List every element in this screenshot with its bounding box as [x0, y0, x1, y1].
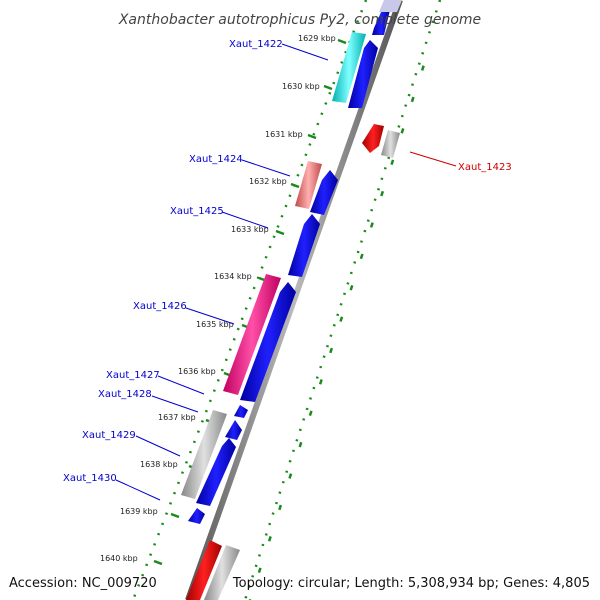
leader-line-1425: [221, 211, 269, 229]
feature-block-1422[interactable]: [332, 32, 366, 103]
gene-label-1428[interactable]: Xaut_1428: [98, 389, 152, 400]
tick-label: 1633 kbp: [231, 225, 269, 234]
accession-label: Accession: NC_009720: [9, 576, 157, 591]
feature-block-bottom-gray[interactable]: [204, 545, 240, 600]
topology-label: Topology: circular; Length: 5,308,934 bp…: [232, 576, 590, 591]
leader-line-1429: [135, 435, 181, 457]
leader-line-1424: [241, 159, 291, 177]
tick-label: 1635 kbp: [196, 320, 234, 329]
gc-content-guide: [248, 39, 434, 600]
genome-backbone: [185, 0, 403, 600]
tick-label: 1630 kbp: [282, 82, 320, 91]
gene-label-1430[interactable]: Xaut_1430: [63, 473, 117, 484]
gene-label-1422[interactable]: Xaut_1422: [229, 39, 283, 50]
cds-arrow-1426[interactable]: [240, 282, 296, 402]
leader-line-1427: [157, 375, 205, 395]
feature-block-1423[interactable]: [381, 130, 400, 158]
gene-label-1427[interactable]: Xaut_1427: [106, 370, 160, 381]
gc-skew-guide-inner: [131, 0, 368, 600]
cds-arrow-1427[interactable]: [234, 405, 248, 418]
gene-label-1424[interactable]: Xaut_1424: [189, 154, 243, 165]
tick-label: 1638 kbp: [140, 460, 178, 469]
feature-block-1426[interactable]: [223, 274, 281, 395]
cds-arrow-1423[interactable]: [362, 124, 384, 153]
leader-line-1422: [281, 43, 329, 61]
map-title: Xanthobacter autotrophicus Py2, complete…: [118, 12, 481, 28]
tick-label: 1629 kbp: [298, 34, 336, 43]
tick-label: 1634 kbp: [214, 272, 252, 281]
cds-arrow-1425-b[interactable]: [288, 214, 320, 277]
feature-block-bottom-red[interactable]: [186, 540, 222, 600]
leader-line-1426: [185, 307, 235, 325]
leader-line-1428: [151, 395, 199, 413]
gene-label-1429[interactable]: Xaut_1429: [82, 430, 136, 441]
tick-marks: [153, 38, 347, 566]
cds-arrow-1425-a[interactable]: [310, 170, 338, 215]
gene-label-1425[interactable]: Xaut_1425: [170, 206, 224, 217]
tick-label: 1636 kbp: [178, 367, 216, 376]
gene-label-1426[interactable]: Xaut_1426: [133, 301, 187, 312]
tick-label: 1631 kbp: [265, 130, 303, 139]
tick-label: 1640 kbp: [100, 554, 138, 563]
cds-arrow-1428[interactable]: [225, 420, 242, 440]
leader-line-1423: [409, 151, 457, 167]
feature-block-1424[interactable]: [295, 161, 322, 209]
tick-label: 1632 kbp: [249, 177, 287, 186]
feature-block-top[interactable]: [379, 0, 402, 12]
cds-arrow[interactable]: [372, 10, 390, 35]
leader-line-1430: [115, 479, 161, 501]
cds-arrow-1422[interactable]: [348, 40, 378, 108]
tick-label: 1637 kbp: [158, 413, 196, 422]
tick-label: 1639 kbp: [120, 507, 158, 516]
cds-arrow-1429[interactable]: [196, 438, 236, 506]
gene-label-1423[interactable]: Xaut_1423: [458, 162, 512, 173]
feature-block-1429[interactable]: [181, 410, 227, 499]
cds-arrow-1430[interactable]: [188, 508, 205, 524]
